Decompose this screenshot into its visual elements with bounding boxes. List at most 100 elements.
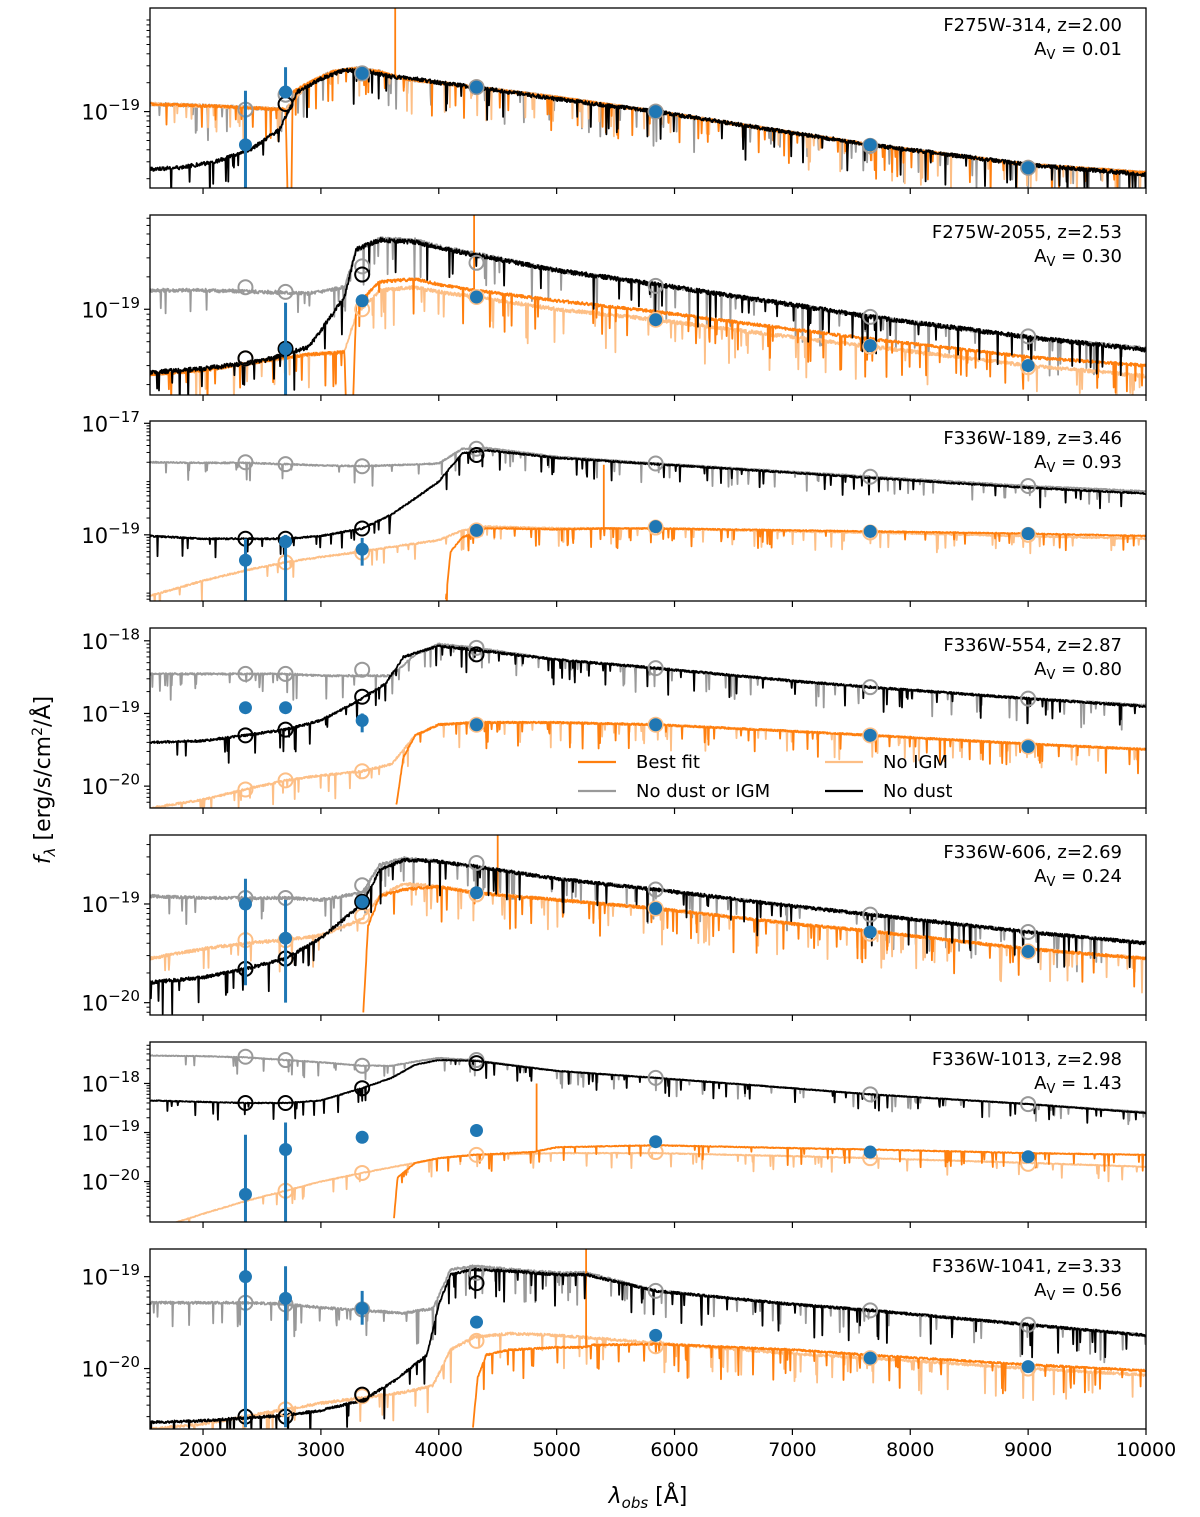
plot-area [150, 639, 1146, 808]
observed-point [238, 701, 252, 715]
model-point-no-dust-or-igm [862, 1302, 879, 1319]
observed-point [469, 290, 483, 304]
legend-label: No dust or IGM [636, 781, 770, 802]
model-point-no-igm [862, 1350, 879, 1367]
y-axis-label: fλ [erg/s/cm2/Å] [29, 696, 59, 864]
legend-item: No IGM [825, 752, 948, 773]
model-point-no-dust [354, 688, 371, 705]
panel-object-label: F275W-314, z=2.00 [943, 15, 1122, 36]
model-point-no-dust-or-igm [862, 308, 879, 325]
model-point-no-dust-or-igm [647, 277, 664, 294]
panel-object-label: F336W-1041, z=3.33 [932, 1256, 1122, 1277]
observed-point [649, 105, 663, 119]
observed-point [1021, 527, 1035, 541]
y-tick-label: 10−19 [81, 1261, 140, 1289]
panel-object-label: F275W-2055, z=2.53 [932, 222, 1122, 243]
model-point-no-dust [237, 727, 254, 744]
model-point-no-dust-or-igm [647, 881, 664, 898]
x-tick-label: 6000 [650, 1439, 698, 1461]
plot-area [150, 440, 1146, 601]
model-point-no-dust-or-igm [1020, 159, 1037, 176]
x-tick-label: 4000 [415, 1439, 463, 1461]
observed-point [649, 520, 663, 534]
model-point-no-dust [354, 893, 371, 910]
model-point-no-dust [237, 1094, 254, 1111]
observed-point [649, 718, 663, 732]
series-best-fit [150, 8, 1146, 188]
model-point-no-igm [468, 1332, 485, 1349]
y-tick-label: 10−20 [81, 1353, 140, 1381]
model-point-no-dust-or-igm [354, 877, 371, 894]
model-point-no-dust-or-igm [1020, 924, 1037, 941]
model-point-no-dust [354, 1386, 371, 1403]
axes-frame [149, 7, 1147, 189]
y-tick-label: 10−19 [81, 519, 140, 547]
x-axis-label: λobs [Å] [608, 1482, 688, 1512]
model-point-no-dust-or-igm [354, 1057, 371, 1074]
panel-av-label: AV = 0.93 [1034, 452, 1122, 476]
legend-label: No dust [883, 781, 952, 802]
model-point-no-dust-or-igm [468, 1264, 485, 1281]
model-point-no-dust-or-igm [647, 1069, 664, 1086]
model-point-no-igm [468, 716, 485, 733]
legend-label: No IGM [883, 752, 948, 773]
legend-item: No dust or IGM [578, 781, 770, 802]
panel-7: 2000 3000 4000 5000 6000 7000 8000 9000 10000 10−… [81, 1248, 1176, 1461]
model-point-no-dust-or-igm [237, 1048, 254, 1065]
observed-point [469, 1123, 483, 1137]
panel-2: 10−19 F275W-2055, z=2.53 AV = 0.30 [81, 214, 1147, 401]
model-point-no-dust [354, 1080, 371, 1097]
model-point-no-igm [277, 772, 294, 789]
model-point-no-dust-or-igm [237, 279, 254, 296]
observed-point [238, 553, 252, 567]
series-best-fit [445, 464, 1146, 601]
series-no-igm [173, 1151, 1146, 1222]
panel-object-label: F336W-189, z=3.46 [943, 428, 1122, 449]
observed-point [649, 1135, 663, 1149]
observed-point [279, 1143, 293, 1157]
observed-point [1021, 944, 1035, 958]
observed-point [1021, 359, 1035, 373]
series-no-igm [150, 285, 1146, 395]
observed-point [649, 1328, 663, 1342]
y-tick-label: 10−20 [81, 987, 140, 1015]
axes-frame [149, 1248, 1147, 1430]
model-point-no-dust-or-igm [468, 79, 485, 96]
observed-point [1021, 1150, 1035, 1164]
panel-av-label: AV = 0.01 [1034, 39, 1122, 63]
x-tick-label: 10000 [1116, 1439, 1176, 1461]
panel-object-label: F336W-554, z=2.87 [943, 635, 1122, 656]
observed-point [863, 728, 877, 742]
plot-area [150, 215, 1146, 395]
model-point-no-igm [647, 311, 664, 328]
model-point-no-dust-or-igm [862, 679, 879, 696]
model-point-no-igm [468, 288, 485, 305]
observed-point [863, 524, 877, 538]
observed-point [279, 85, 293, 99]
observed-point [238, 1187, 252, 1201]
model-point-no-dust-or-igm [237, 665, 254, 682]
legend-item: Best fit [578, 752, 700, 773]
model-point-no-dust-or-igm [354, 661, 371, 678]
model-point-no-dust-or-igm [647, 1282, 664, 1299]
axes-frame [149, 627, 1147, 809]
plot-area [150, 835, 1146, 1015]
model-point-no-dust-or-igm [1020, 1096, 1037, 1113]
panel-3: 10−17 10−19 F336W-189, z=3.46 AV = 0.93 [81, 408, 1147, 607]
observed-point [279, 931, 293, 945]
model-point-no-dust-or-igm [277, 1052, 294, 1069]
model-point-no-dust-or-igm [354, 258, 371, 275]
observed-point [279, 701, 293, 715]
series-no-dust-or-igm [150, 446, 1146, 505]
observed-point [469, 886, 483, 900]
model-point-no-dust-or-igm [862, 906, 879, 923]
observed-point [355, 895, 369, 909]
x-tick-label: 5000 [532, 1439, 580, 1461]
observed-point [355, 542, 369, 556]
x-tick-label: 3000 [297, 1439, 345, 1461]
observed-point [238, 897, 252, 911]
observed-point [863, 339, 877, 353]
x-tick-label: 9000 [1004, 1439, 1052, 1461]
observed-point [238, 138, 252, 152]
